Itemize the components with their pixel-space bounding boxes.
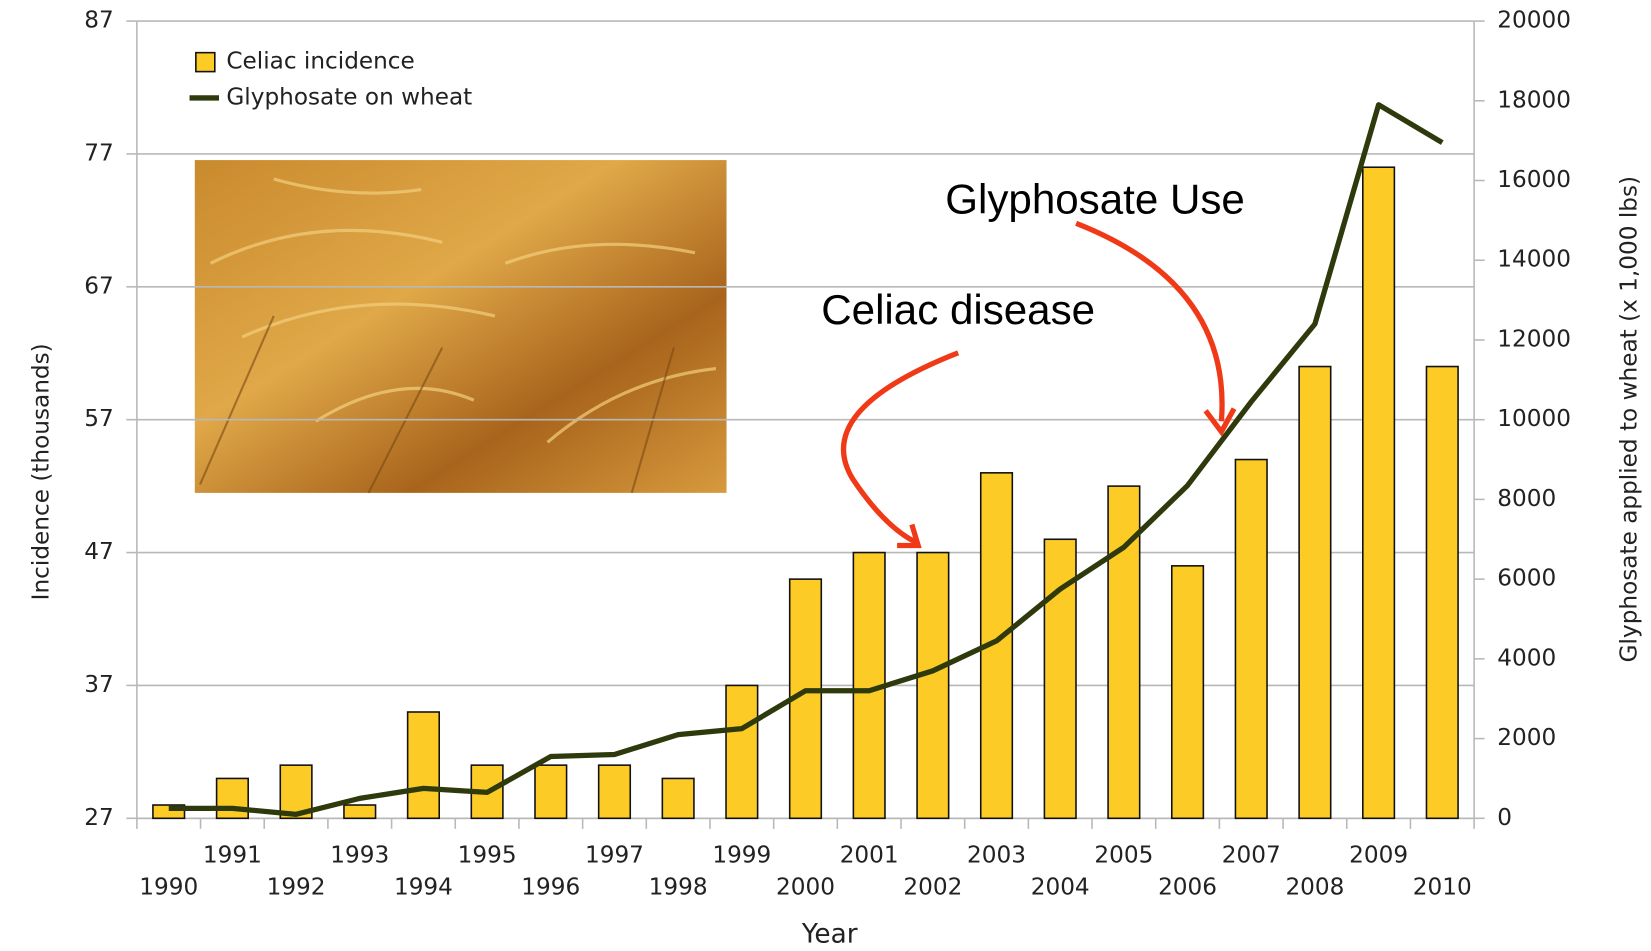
- y2-tick-label: 8000: [1497, 486, 1556, 512]
- bar: [217, 778, 249, 818]
- y2-tick-label: 20000: [1497, 8, 1571, 34]
- bar: [1235, 460, 1267, 819]
- wheat-image: [195, 160, 727, 493]
- annotation: Celiac disease: [821, 286, 1095, 333]
- x-tick-label: 1999: [712, 843, 771, 869]
- x-tick-label: 2008: [1285, 874, 1344, 900]
- legend-swatch: [196, 53, 215, 72]
- x-tick-label: 1990: [139, 874, 198, 900]
- y2-axis-title: Glyphosate applied to wheat (x 1,000 lbs…: [1616, 176, 1642, 662]
- x-tick-label: 1997: [585, 843, 644, 869]
- bar: [1299, 367, 1331, 819]
- y2-tick-label: 4000: [1497, 645, 1556, 671]
- y2-tick-label: 0: [1497, 805, 1512, 831]
- x-tick-label: 2003: [967, 843, 1026, 869]
- x-tick-label: 2005: [1094, 843, 1153, 869]
- y2-tick-label: 2000: [1497, 725, 1556, 751]
- x-tick-label: 2002: [903, 874, 962, 900]
- x-tick-label: 1998: [649, 874, 708, 900]
- bar: [1172, 566, 1204, 818]
- bar: [599, 765, 631, 818]
- bar: [1426, 367, 1458, 819]
- x-tick-label: 1994: [394, 874, 453, 900]
- x-tick-label: 2004: [1031, 874, 1090, 900]
- bar: [535, 765, 567, 818]
- x-tick-label: 2001: [840, 843, 899, 869]
- x-tick-label: 1995: [458, 843, 517, 869]
- y-axis-title: Incidence (thousands): [29, 343, 55, 600]
- bar: [1363, 167, 1395, 818]
- y2-tick-label: 10000: [1497, 406, 1571, 432]
- bar: [917, 553, 949, 819]
- legend-label: Celiac incidence: [226, 49, 414, 75]
- y2-tick-label: 12000: [1497, 326, 1571, 352]
- y2-tick-label: 6000: [1497, 566, 1556, 592]
- x-tick-label: 2009: [1349, 843, 1408, 869]
- y-tick-label: 27: [84, 805, 113, 831]
- x-tick-label: 2007: [1222, 843, 1281, 869]
- plot-area: [137, 21, 1474, 818]
- y2-tick-label: 14000: [1497, 247, 1571, 273]
- x-tick-label: 1991: [203, 843, 262, 869]
- y-tick-label: 57: [84, 406, 113, 432]
- bar: [662, 778, 694, 818]
- x-tick-label: 2010: [1413, 874, 1472, 900]
- x-tick-label: 1992: [267, 874, 326, 900]
- y-tick-label: 37: [84, 672, 113, 698]
- y2-tick-label: 16000: [1497, 167, 1571, 193]
- y-tick-label: 87: [84, 8, 113, 34]
- legend-label: Glyphosate on wheat: [226, 84, 472, 110]
- x-tick-label: 2006: [1158, 874, 1217, 900]
- x-axis-title: Year: [801, 920, 858, 950]
- annotation: Glyphosate Use: [945, 175, 1245, 222]
- y-tick-label: 67: [84, 273, 113, 299]
- x-tick-label: 2000: [776, 874, 835, 900]
- y-tick-label: 77: [84, 140, 113, 166]
- legend: Celiac incidence Glyphosate on wheat: [190, 49, 473, 111]
- y-tick-label: 47: [84, 539, 113, 565]
- x-tick-label: 1996: [521, 874, 580, 900]
- chart: Incidence (thousands) Glyphosate applied…: [0, 0, 1651, 951]
- bar: [344, 805, 376, 818]
- x-tick-label: 1993: [330, 843, 389, 869]
- bar: [726, 685, 758, 818]
- y2-tick-label: 18000: [1497, 87, 1571, 113]
- bar: [408, 712, 440, 818]
